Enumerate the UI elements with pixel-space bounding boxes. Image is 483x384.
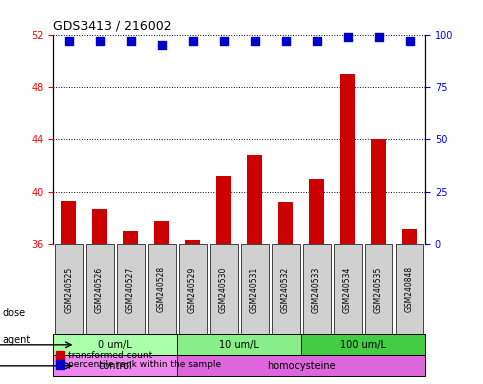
FancyBboxPatch shape [179, 244, 207, 334]
Point [220, 38, 227, 44]
Bar [92, 209, 107, 244]
Text: 10 um/L: 10 um/L [219, 340, 259, 350]
Text: GSM240529: GSM240529 [188, 266, 197, 313]
FancyBboxPatch shape [241, 244, 269, 334]
Text: agent: agent [2, 335, 30, 345]
Bar [154, 221, 170, 244]
Text: control: control [98, 361, 132, 371]
FancyBboxPatch shape [396, 244, 424, 334]
Point [344, 34, 352, 40]
Text: GSM240528: GSM240528 [157, 266, 166, 313]
Point [406, 38, 413, 44]
Text: dose: dose [2, 308, 26, 318]
Bar [177, 355, 425, 376]
Text: GSM240848: GSM240848 [405, 266, 414, 313]
Bar [61, 201, 76, 244]
Text: percentile rank within the sample: percentile rank within the sample [68, 360, 221, 369]
Text: GSM240526: GSM240526 [95, 266, 104, 313]
Text: GSM240532: GSM240532 [281, 266, 290, 313]
Point [96, 38, 103, 44]
Bar [53, 334, 177, 355]
Point [313, 38, 320, 44]
Text: GDS3413 / 216002: GDS3413 / 216002 [53, 19, 172, 32]
Bar [216, 176, 231, 244]
Bar [177, 334, 301, 355]
Point [282, 38, 289, 44]
Bar [340, 74, 355, 244]
Bar [53, 355, 177, 376]
Text: 0 um/L: 0 um/L [98, 340, 132, 350]
Bar [185, 240, 200, 244]
FancyBboxPatch shape [365, 244, 393, 334]
FancyBboxPatch shape [55, 244, 83, 334]
Point [189, 38, 197, 44]
Text: homocysteine: homocysteine [267, 361, 335, 371]
FancyBboxPatch shape [271, 244, 299, 334]
FancyBboxPatch shape [334, 244, 361, 334]
FancyBboxPatch shape [117, 244, 144, 334]
FancyBboxPatch shape [210, 244, 238, 334]
Text: GSM240534: GSM240534 [343, 266, 352, 313]
Bar [278, 202, 293, 244]
Bar [371, 139, 386, 244]
Text: GSM240535: GSM240535 [374, 266, 383, 313]
FancyBboxPatch shape [148, 244, 175, 334]
Bar [247, 155, 262, 244]
Bar [301, 334, 425, 355]
Bar [402, 229, 417, 244]
Bar [309, 179, 324, 244]
Point [65, 38, 72, 44]
Text: GSM240530: GSM240530 [219, 266, 228, 313]
Text: GSM240527: GSM240527 [126, 266, 135, 313]
Point [251, 38, 258, 44]
FancyBboxPatch shape [85, 244, 114, 334]
Text: GSM240525: GSM240525 [64, 266, 73, 313]
Text: transformed count: transformed count [68, 351, 152, 361]
Point [127, 38, 134, 44]
Point [375, 34, 383, 40]
Bar [123, 231, 138, 244]
Text: 100 um/L: 100 um/L [340, 340, 386, 350]
Text: GSM240533: GSM240533 [312, 266, 321, 313]
FancyBboxPatch shape [303, 244, 330, 334]
Point [158, 42, 166, 48]
Text: GSM240531: GSM240531 [250, 266, 259, 313]
